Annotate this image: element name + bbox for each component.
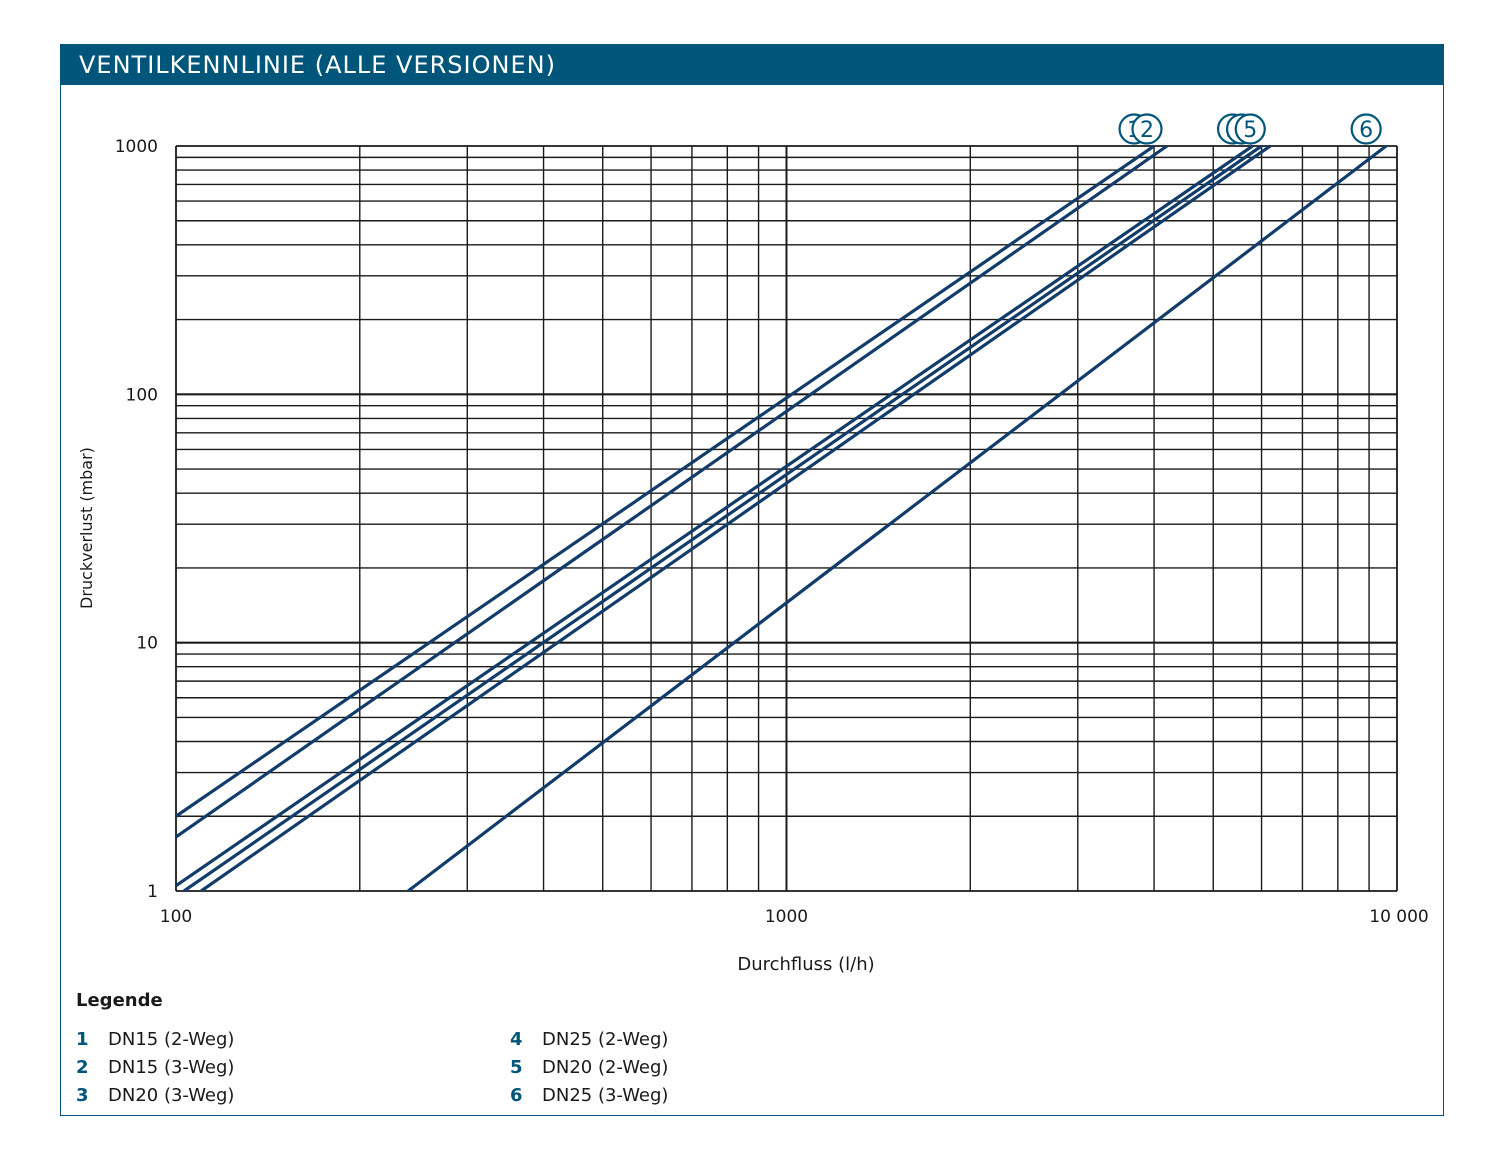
legend-item-label: DN20 (2-Weg) xyxy=(542,1057,669,1078)
legend-item: 4 DN25 (2-Weg) xyxy=(510,1029,668,1050)
legend-item: 2 DN15 (3-Weg) xyxy=(76,1057,234,1078)
y-tick-label: 100 xyxy=(126,385,158,405)
legend-item-label: DN25 (2-Weg) xyxy=(542,1029,669,1050)
y-tick-label: 1 xyxy=(147,882,158,902)
header-bar: VENTILKENNLINIE (ALLE VERSIONEN) xyxy=(61,45,1443,85)
legend-item-number: 5 xyxy=(510,1057,523,1078)
legend-item: 6 DN25 (3-Weg) xyxy=(510,1085,668,1106)
series-marker-2 xyxy=(1131,113,1163,145)
legend-item-number: 2 xyxy=(76,1057,89,1078)
series-marker-label-5: 5 xyxy=(1243,118,1257,143)
legend-item: 3 DN20 (3-Weg) xyxy=(76,1085,234,1106)
legend-item-label: DN15 (2-Weg) xyxy=(108,1029,235,1050)
series-line-3 xyxy=(175,144,1254,888)
grid xyxy=(175,145,1398,892)
y-tick-label: 10 xyxy=(136,634,158,654)
legend-item: 5 DN20 (2-Weg) xyxy=(510,1057,668,1078)
y-tick-label: 1000 xyxy=(115,137,158,157)
legend-item-number: 4 xyxy=(510,1029,523,1050)
legend-item-label: DN25 (3-Weg) xyxy=(542,1085,669,1106)
series-line-6 xyxy=(407,144,1388,893)
x-tick-label: 100 xyxy=(160,907,192,927)
legend-item-number: 6 xyxy=(510,1085,523,1106)
legend-item: 1 DN15 (2-Weg) xyxy=(76,1029,234,1050)
series-marker-6 xyxy=(1350,113,1382,145)
series-marker-label-2: 2 xyxy=(1140,118,1154,143)
legend-item-label: DN20 (3-Weg) xyxy=(108,1085,235,1106)
x-axis-label: Durchfluss (l/h) xyxy=(737,954,874,975)
series-marker-5 xyxy=(1234,113,1266,145)
series-line-2 xyxy=(175,144,1168,839)
axis-ticks: 100 1000 10 000 1 10 100 1000 xyxy=(115,137,1429,927)
y-axis-label: Druckverlust (mbar) xyxy=(77,447,96,609)
series-layer xyxy=(175,144,1388,893)
series-line-5 xyxy=(200,144,1272,893)
legend-item-label: DN15 (3-Weg) xyxy=(108,1057,235,1078)
x-tick-label: 10 000 xyxy=(1369,907,1428,927)
series-line-4 xyxy=(183,144,1263,893)
legend-item-number: 1 xyxy=(76,1029,89,1050)
legend-item-number: 3 xyxy=(76,1085,89,1106)
series-line-1 xyxy=(175,144,1155,818)
page-title: VENTILKENNLINIE (ALLE VERSIONEN) xyxy=(79,51,556,79)
series-markers: 123456 xyxy=(1118,113,1382,145)
series-marker-label-6: 6 xyxy=(1359,118,1373,143)
legend-title: Legende xyxy=(76,990,163,1011)
chart-frame: VENTILKENNLINIE (ALLE VERSIONEN) xyxy=(60,44,1444,1116)
x-tick-label: 1000 xyxy=(765,907,808,927)
